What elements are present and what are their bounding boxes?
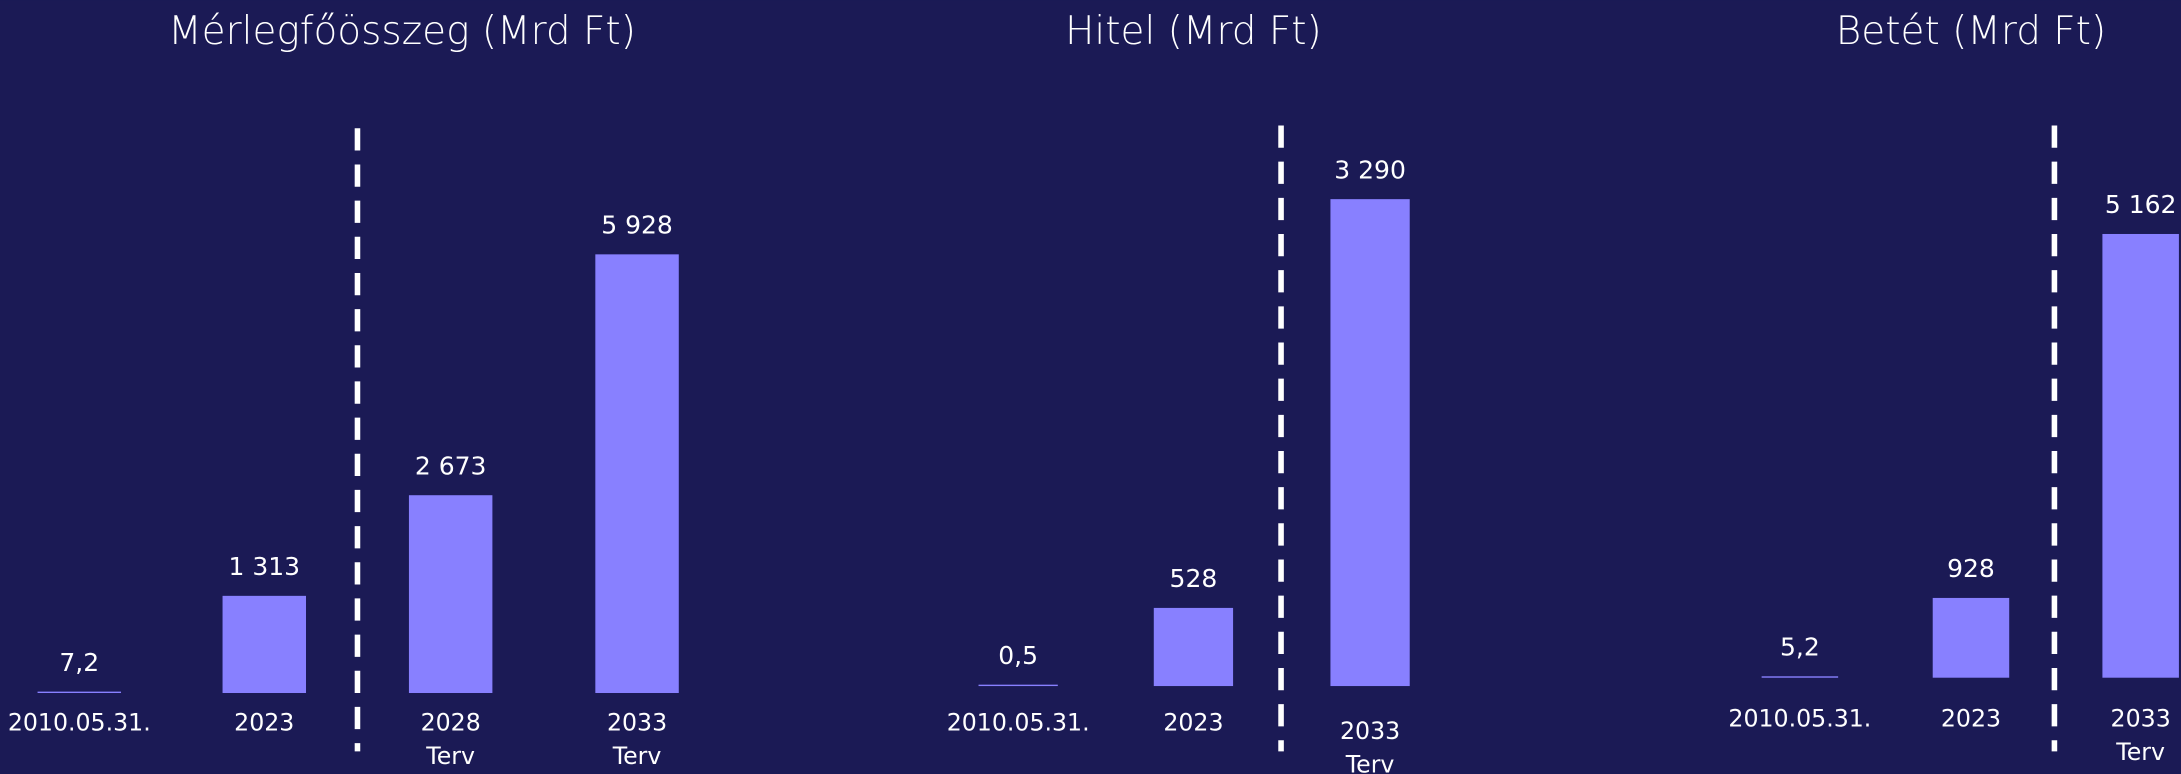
x-tick-label: 2023 [1940,705,2002,734]
bar [222,595,307,694]
value-label: 2 673 [415,451,487,480]
x-label-box: 2010.05.31. [946,709,1090,738]
bar [2102,233,2179,678]
value-label: 0,5 [998,641,1038,670]
value-label: 528 [1170,564,1218,593]
x-tick-label: 2010.05.31. [7,709,151,738]
bar [1330,199,1410,687]
bar [408,495,493,694]
x-label-box: 2010.05.31. [7,709,151,738]
bar [978,684,1058,687]
x-tick-label: 2028 Terv [420,709,481,771]
x-label-box: 2023 [234,709,295,738]
x-label-box: 2028 Terv [420,709,481,771]
bar [37,691,122,694]
x-label-box: 2023 [1163,709,1224,738]
x-tick-label: 2033 Terv [1339,718,1401,774]
chart-title: Betét (Mrd Ft) [1836,9,2106,54]
value-label: 3 290 [1334,155,1406,184]
x-label-box: 2033 Terv [606,709,668,771]
x-tick-label: 2033 Terv [606,709,668,771]
x-tick-label: 2023 [234,709,295,738]
bar [595,254,679,694]
x-tick-label: 2023 [1163,709,1224,738]
value-label: 7,2 [59,648,99,677]
x-tick-label: 2033 Terv [2110,705,2171,767]
value-label: 928 [1947,554,1995,583]
x-label-box: 2033 Terv [2110,705,2171,767]
x-label-box: 2023 [1940,705,2002,734]
x-tick-label: 2010.05.31. [1728,705,1872,734]
value-label: 5,2 [1780,632,1820,661]
chart-title: Mérlegfőösszeg (Mrd Ft) [168,9,636,54]
x-label-box: 2010.05.31. [1728,705,1872,734]
bar [1153,607,1234,687]
value-label: 1 313 [228,552,300,581]
value-label: 5 162 [2105,190,2177,219]
x-label-box: 2033 Terv [1339,718,1401,774]
value-label: 5 928 [601,211,673,240]
bar [1761,676,1839,678]
bar [1932,597,2010,678]
x-tick-label: 2010.05.31. [946,709,1090,738]
chart-title: Hitel (Mrd Ft) [1065,9,1322,54]
